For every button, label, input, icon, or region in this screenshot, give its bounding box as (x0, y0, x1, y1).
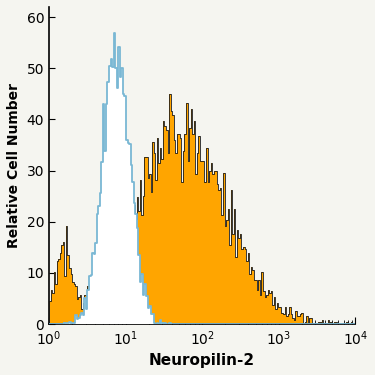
X-axis label: Neuropilin-2: Neuropilin-2 (149, 353, 255, 368)
Y-axis label: Relative Cell Number: Relative Cell Number (7, 83, 21, 248)
Polygon shape (49, 33, 356, 324)
Polygon shape (49, 94, 356, 324)
